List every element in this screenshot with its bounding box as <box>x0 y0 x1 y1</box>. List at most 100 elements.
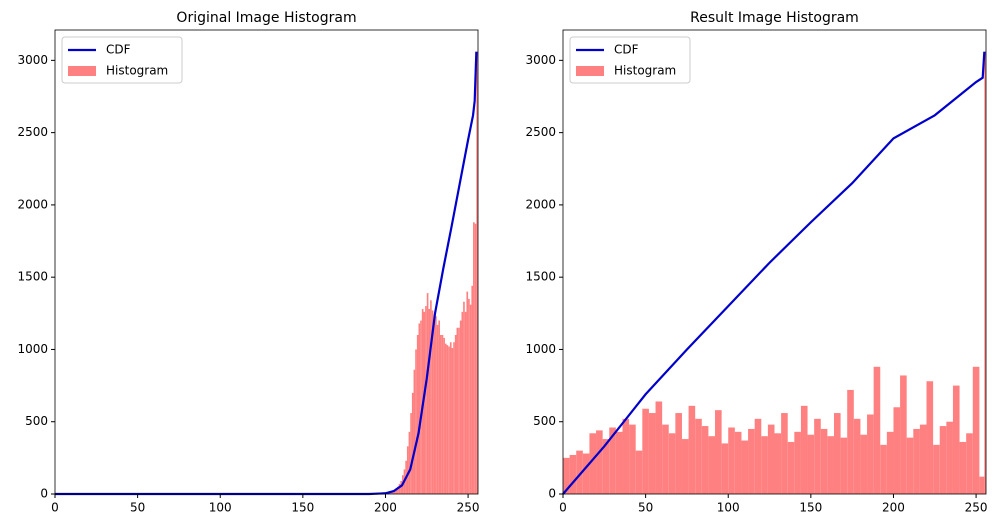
histogram-bar <box>438 320 440 494</box>
histogram-bar <box>459 320 462 494</box>
y-tick-label: 1000 <box>525 342 556 356</box>
x-tick-label: 100 <box>717 501 740 515</box>
histogram-bar <box>761 436 768 494</box>
histogram-bar <box>867 414 874 494</box>
histogram-bar <box>966 433 973 494</box>
x-tick-label: 150 <box>291 501 314 515</box>
histogram-bar <box>853 418 861 494</box>
histogram-bar <box>642 408 649 494</box>
histogram-bar <box>675 413 682 494</box>
histogram-bar <box>952 385 960 494</box>
histogram-bar <box>602 439 610 494</box>
histogram-bar <box>395 488 398 494</box>
histogram-bar <box>473 222 475 495</box>
cdf-line <box>55 51 478 496</box>
histogram-bar <box>939 426 947 494</box>
y-tick-label: 2000 <box>525 197 556 211</box>
histogram-bar <box>428 308 431 494</box>
y-tick-label: 1500 <box>17 270 48 284</box>
histogram-bar <box>701 426 709 494</box>
histogram-bar <box>906 437 914 494</box>
chart-title: Result Image Histogram <box>690 10 859 26</box>
histogram-bar <box>390 491 393 494</box>
histogram-bar <box>629 424 636 494</box>
histogram-bar <box>662 424 669 494</box>
histogram-bar <box>688 405 696 494</box>
legend-patch <box>576 66 604 76</box>
histogram-bar <box>728 427 735 494</box>
histogram-bar <box>972 366 980 494</box>
histogram-bar <box>800 405 808 494</box>
histogram-bar <box>413 369 416 494</box>
histogram-bar <box>668 433 676 494</box>
histogram-bar <box>426 293 429 494</box>
histogram-bar <box>827 436 834 494</box>
histogram-bar <box>774 433 782 494</box>
histogram-bar <box>655 401 663 494</box>
histogram-bar <box>461 311 464 494</box>
histogram-bar <box>919 424 927 494</box>
histogram-bar <box>576 450 583 494</box>
x-tick-label: 50 <box>638 501 653 515</box>
y-tick-label: 3000 <box>17 53 48 67</box>
histogram-bar <box>410 413 412 494</box>
x-tick-label: 200 <box>882 501 905 515</box>
legend-label: Histogram <box>614 64 676 78</box>
histogram-bar <box>748 428 755 494</box>
histogram-bar <box>794 431 801 494</box>
histogram-bar <box>933 444 940 494</box>
x-tick-label: 150 <box>799 501 822 515</box>
histogram-bar <box>423 311 426 494</box>
axes-frame <box>54 29 479 495</box>
y-tick-label: 0 <box>40 487 48 501</box>
histogram-bar <box>454 334 457 494</box>
histogram-bar <box>715 410 722 494</box>
histogram-bar <box>444 343 447 494</box>
y-tick-label: 500 <box>25 414 48 428</box>
histogram-bar <box>443 337 445 494</box>
histogram-bar <box>463 301 465 494</box>
histogram-bar <box>900 375 907 494</box>
histogram-bar <box>847 389 854 494</box>
y-tick-label: 3000 <box>525 53 556 67</box>
histogram-bar <box>431 310 434 494</box>
histogram-bar <box>471 285 474 494</box>
histogram-bar <box>787 441 795 494</box>
histogram-bar <box>420 320 422 494</box>
histogram-bar <box>466 291 469 494</box>
axes-frame <box>562 29 987 495</box>
legend-label: CDF <box>614 43 639 57</box>
histogram-bar <box>582 453 590 494</box>
histogram-bar <box>433 320 436 494</box>
x-tick-label: 100 <box>209 501 232 515</box>
histogram-bar <box>408 431 411 494</box>
histogram-bar <box>439 334 442 494</box>
histogram-bar <box>913 428 920 494</box>
histogram-bar <box>456 327 459 494</box>
histogram-bar <box>695 418 702 494</box>
y-tick-label: 0 <box>548 487 556 501</box>
histogram-bar <box>734 431 742 494</box>
histogram-bar <box>476 51 478 494</box>
histogram-bar <box>840 437 848 494</box>
histogram-bar <box>708 436 716 494</box>
histogram-bar <box>814 418 821 494</box>
x-tick-label: 50 <box>130 501 145 515</box>
histogram-bar <box>754 418 762 494</box>
histogram-bar <box>648 413 656 494</box>
histogram-bar <box>609 427 616 494</box>
histogram-bar <box>411 392 414 494</box>
x-tick-label: 0 <box>559 501 567 515</box>
x-tick-label: 0 <box>51 501 59 515</box>
y-tick-label: 1500 <box>525 270 556 284</box>
histogram-bar <box>451 348 454 494</box>
y-tick-label: 500 <box>533 414 556 428</box>
histogram-bar <box>807 434 815 494</box>
histogram-bar <box>441 334 444 494</box>
histogram-bar <box>458 327 460 494</box>
histogram-bar <box>741 440 749 494</box>
histogram-bar <box>415 349 417 494</box>
y-tick-label: 2500 <box>17 125 48 139</box>
